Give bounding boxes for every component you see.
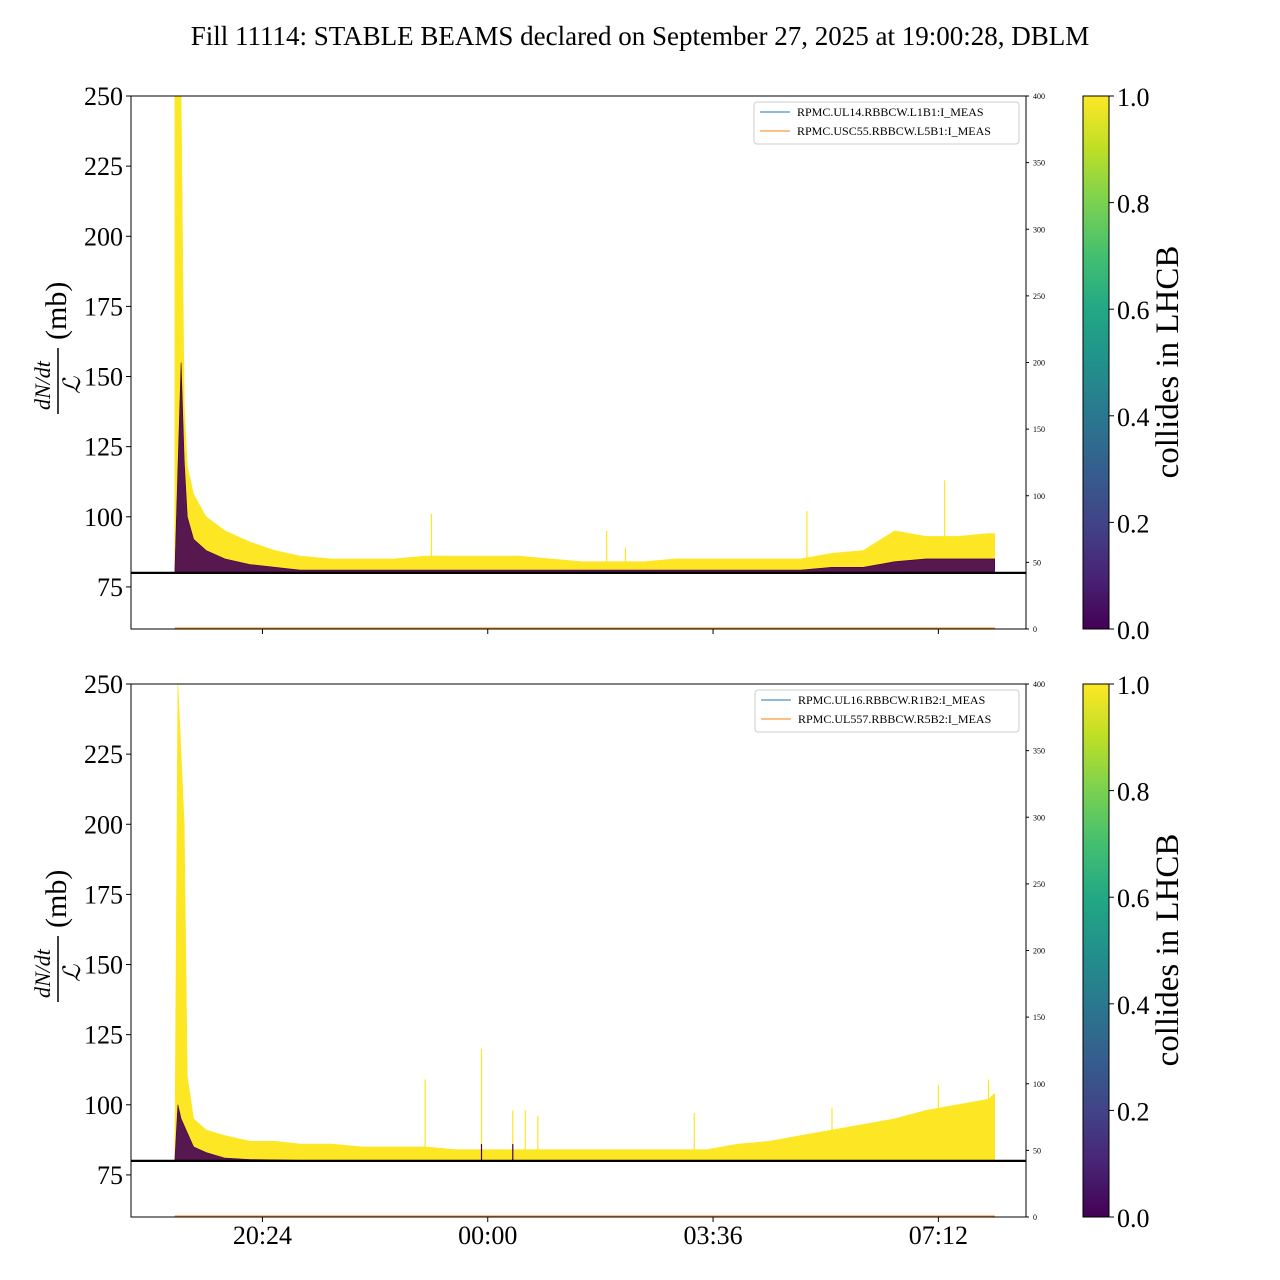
- top-ylabel-unit: (mb): [40, 282, 73, 340]
- bottom-y-ticks: 75 100 125 150 175 200 225 250: [84, 670, 131, 1190]
- bottom-y-tick-label: 100: [84, 1091, 123, 1120]
- bottom-colorbar-tick-label: 0.6: [1117, 884, 1150, 913]
- top-y-tick-label: 150: [84, 363, 123, 392]
- bottom-right-y-tick-label: 0: [1033, 1213, 1037, 1222]
- bottom-colorbar-gradient: [1082, 683, 1110, 1218]
- bottom-colorbar-tick-label: 0.4: [1117, 991, 1150, 1020]
- top-right-y-tick-label: 50: [1033, 558, 1041, 567]
- bottom-y-tick-label: 250: [84, 670, 123, 699]
- figure-title: Fill 11114: STABLE BEAMS declared on Sep…: [191, 21, 1090, 51]
- bottom-ylabel-denominator: ℒ: [60, 964, 86, 982]
- top-colorbar-tick-label: 1.0: [1117, 83, 1150, 112]
- top-right-y-tick-label: 150: [1033, 425, 1045, 434]
- top-colorbar-gradient: [1082, 95, 1110, 630]
- top-right-y-tick-label: 0: [1033, 625, 1037, 634]
- top-colorbar-tick-label: 0.8: [1117, 190, 1150, 219]
- top-y-tick-label: 100: [84, 503, 123, 532]
- top-right-y-tick-label: 250: [1033, 292, 1045, 301]
- bottom-colorbar-ticks: 0.0 0.2 0.4 0.6 0.8 1.0: [1109, 671, 1150, 1233]
- bottom-ylabel-unit: (mb): [40, 870, 73, 928]
- bottom-right-y-tick-label: 250: [1033, 880, 1045, 889]
- bottom-right-y-ticks: 0 50 100 150 200 250 300 350 400: [1026, 680, 1045, 1222]
- bottom-colorbar-tick-label: 1.0: [1117, 671, 1150, 700]
- top-ylabel-numerator: dN/dt: [30, 360, 55, 410]
- bottom-colorbar-label: collides in LHCB: [1150, 834, 1186, 1067]
- top-y-tick-label: 175: [84, 292, 123, 321]
- bottom-right-y-tick-label: 350: [1033, 747, 1045, 756]
- top-colorbar-label: collides in LHCB: [1150, 246, 1186, 479]
- top-plot-area: [131, 96, 1026, 629]
- top-series-purple-area: [174, 362, 996, 574]
- top-colorbar: 0.0 0.2 0.4 0.6 0.8 1.0 collides in LHCB: [1082, 83, 1186, 645]
- top-colorbar-ticks: 0.0 0.2 0.4 0.6 0.8 1.0: [1109, 83, 1150, 645]
- top-legend-entry-1: RPMC.UL14.RBBCW.L1B1:I_MEAS: [797, 105, 984, 119]
- bottom-y-tick-label: 150: [84, 951, 123, 980]
- bottom-legend-entry-1: RPMC.UL16.RBBCW.R1B2:I_MEAS: [798, 693, 985, 707]
- top-legend-box: [753, 101, 1020, 145]
- bottom-x-tick-label: 07:12: [909, 1221, 968, 1250]
- bottom-right-y-tick-label: 100: [1033, 1080, 1045, 1089]
- bottom-colorbar: 0.0 0.2 0.4 0.6 0.8 1.0 collides in LHCB: [1082, 671, 1186, 1233]
- bottom-y-tick-label: 125: [84, 1021, 123, 1050]
- top-series-yellow-area: [174, 96, 996, 574]
- bottom-right-y-tick-label: 200: [1033, 947, 1045, 956]
- bottom-panel: 75 100 125 150 175 200 225 250 0 50 100 150 200 250 3…: [30, 670, 1045, 1250]
- top-x-ticks: [261, 629, 939, 634]
- bottom-y-axis-label: dN/dt ℒ (mb): [30, 870, 86, 1002]
- bottom-colorbar-tick-label: 0.8: [1117, 778, 1150, 807]
- top-legend: RPMC.UL14.RBBCW.L1B1:I_MEAS RPMC.USC55.R…: [753, 101, 1020, 145]
- top-y-ticks: 75 100 125 150 175 200 225 250: [84, 82, 131, 602]
- bottom-colorbar-tick-label: 0.2: [1117, 1097, 1150, 1126]
- top-y-tick-label: 225: [84, 152, 123, 181]
- bottom-y-tick-label: 200: [84, 810, 123, 839]
- top-legend-entry-2: RPMC.USC55.RBBCW.L5B1:I_MEAS: [797, 124, 991, 138]
- bottom-x-ticks: 20:24 00:00 03:36 07:12: [233, 1217, 968, 1250]
- bottom-right-y-tick-label: 150: [1033, 1013, 1045, 1022]
- bottom-colorbar-tick-label: 0.0: [1117, 1204, 1150, 1233]
- top-colorbar-tick-label: 0.0: [1117, 616, 1150, 645]
- bottom-x-tick-label: 00:00: [458, 1221, 517, 1250]
- bottom-x-tick-label: 03:36: [683, 1221, 742, 1250]
- top-right-y-tick-label: 200: [1033, 359, 1045, 368]
- bottom-y-tick-label: 175: [84, 880, 123, 909]
- top-right-y-tick-label: 100: [1033, 492, 1045, 501]
- bottom-right-y-tick-label: 400: [1033, 680, 1045, 689]
- bottom-x-tick-label: 20:24: [233, 1221, 292, 1250]
- bottom-right-y-tick-label: 300: [1033, 813, 1045, 822]
- top-y-tick-label: 75: [97, 573, 123, 602]
- bottom-series-yellow-area: [174, 684, 996, 1162]
- top-colorbar-tick-label: 0.6: [1117, 296, 1150, 325]
- bottom-y-tick-label: 225: [84, 740, 123, 769]
- top-right-y-ticks: 0 50 100 150 200 250 300 350 400: [1026, 92, 1045, 634]
- bottom-legend: RPMC.UL16.RBBCW.R1B2:I_MEAS RPMC.UL557.R…: [754, 689, 1020, 733]
- top-right-y-tick-label: 400: [1033, 92, 1045, 101]
- top-colorbar-tick-label: 0.2: [1117, 509, 1150, 538]
- top-right-y-tick-label: 350: [1033, 159, 1045, 168]
- top-ylabel-denominator: ℒ: [60, 376, 86, 394]
- top-panel: 75 100 125 150 175 200 225 250 0 50 100 150 200 250 3…: [30, 82, 1045, 634]
- top-y-tick-label: 125: [84, 433, 123, 462]
- bottom-legend-entry-2: RPMC.UL557.RBBCW.R5B2:I_MEAS: [798, 712, 991, 726]
- bottom-ylabel-numerator: dN/dt: [30, 948, 55, 998]
- bottom-right-y-tick-label: 50: [1033, 1146, 1041, 1155]
- top-right-y-tick-label: 300: [1033, 225, 1045, 234]
- bottom-legend-box: [754, 689, 1020, 733]
- top-y-tick-label: 200: [84, 222, 123, 251]
- bottom-y-tick-label: 75: [97, 1161, 123, 1190]
- bottom-plot-area: [131, 684, 1026, 1217]
- top-y-axis-label: dN/dt ℒ (mb): [30, 282, 86, 414]
- top-y-tick-label: 250: [84, 82, 123, 111]
- top-colorbar-tick-label: 0.4: [1117, 403, 1150, 432]
